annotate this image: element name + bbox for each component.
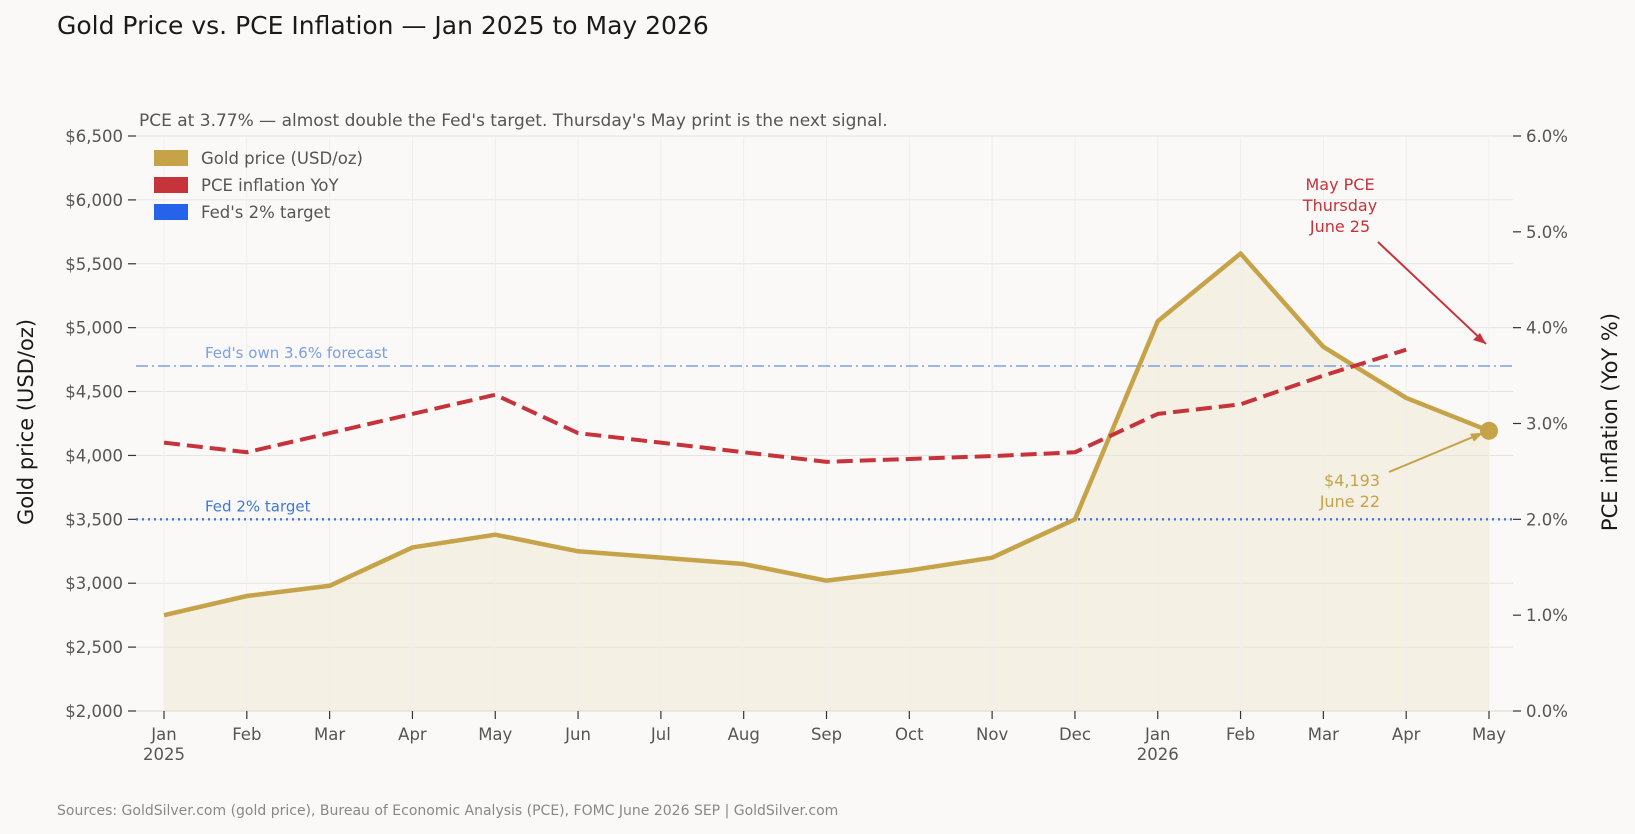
gold-annotation-text: $4,193	[1324, 471, 1380, 490]
y-right-tick-label: 4.0%	[1526, 319, 1568, 338]
y-left-tick-label: $5,500	[65, 255, 123, 274]
y-left-tick-label: $3,500	[65, 510, 123, 529]
x-tick-label: Aug	[728, 725, 760, 744]
x-tick-label: Feb	[232, 725, 261, 744]
gold-annotation-arrow	[1388, 431, 1484, 473]
y-left-tick-label: $4,000	[65, 446, 123, 465]
y-right-tick-label: 0.0%	[1526, 702, 1568, 721]
x-tick-label: Jan	[1144, 725, 1170, 744]
x-tick-label: Mar	[314, 725, 345, 744]
pce-annotation-text: Thursday	[1302, 196, 1377, 215]
x-tick-label: Jun	[564, 725, 591, 744]
y-left-tick-label: $5,000	[65, 319, 123, 338]
legend-label: Fed's 2% target	[201, 203, 331, 222]
y-left-axis-label: Gold price (USD/oz)	[14, 319, 38, 525]
legend-swatch	[154, 177, 188, 193]
y-left-tick-label: $6,500	[65, 127, 123, 146]
y-right-tick-label: 6.0%	[1526, 127, 1568, 146]
x-tick-year-label: 2025	[143, 745, 185, 764]
x-tick-label: Dec	[1059, 725, 1091, 744]
x-tick-year-label: 2026	[1137, 745, 1179, 764]
y-right-tick-label: 1.0%	[1526, 606, 1568, 625]
x-tick-label: Sep	[811, 725, 842, 744]
legend-swatch	[154, 204, 188, 220]
y-right-tick-label: 2.0%	[1526, 510, 1568, 529]
chart-title: Gold Price vs. PCE Inflation — Jan 2025 …	[57, 11, 709, 40]
pce-inflation-line	[163, 347, 1407, 464]
pce-annotation-arrow	[1377, 241, 1487, 345]
x-tick-label: May	[1472, 725, 1506, 744]
gold-latest-point	[1480, 421, 1498, 440]
x-tick-label: Oct	[895, 725, 924, 744]
legend-label: PCE inflation YoY	[201, 176, 340, 195]
source-note: Sources: GoldSilver.com (gold price), Bu…	[57, 803, 838, 819]
y-right-tick-label: 3.0%	[1526, 415, 1568, 434]
gold-annotation-arrowhead	[1470, 432, 1483, 442]
legend-swatch	[154, 150, 188, 166]
y-left-tick-label: $4,500	[65, 383, 123, 402]
legend-label: Gold price (USD/oz)	[201, 149, 363, 168]
pce-annotation-arrowhead	[1473, 332, 1486, 344]
x-tick-label: Apr	[398, 725, 427, 744]
x-tick-label: Feb	[1226, 725, 1255, 744]
pce-annotation-text: May PCE	[1305, 175, 1374, 194]
fed-target-label: Fed 2% target	[205, 497, 311, 515]
x-tick-label: Mar	[1308, 725, 1339, 744]
y-right-axis-label: PCE inflation (YoY %)	[1598, 313, 1622, 531]
y-left-tick-label: $6,000	[65, 191, 123, 210]
chart-subtitle: PCE at 3.77% — almost double the Fed's t…	[139, 111, 888, 131]
x-tick-label: May	[478, 725, 512, 744]
x-tick-label: Jan	[150, 725, 176, 744]
y-left-tick-label: $3,000	[65, 574, 123, 593]
x-tick-label: Apr	[1392, 725, 1421, 744]
gold-annotation-text: June 22	[1319, 492, 1380, 511]
y-right-tick-label: 5.0%	[1526, 223, 1568, 242]
x-tick-label: Nov	[976, 725, 1008, 744]
y-left-tick-label: $2,500	[65, 638, 123, 657]
y-left-tick-label: $2,000	[65, 702, 123, 721]
fed-forecast-label: Fed's own 3.6% forecast	[205, 344, 388, 362]
pce-annotation-text: June 25	[1309, 217, 1370, 236]
x-tick-label: Jul	[650, 725, 671, 744]
